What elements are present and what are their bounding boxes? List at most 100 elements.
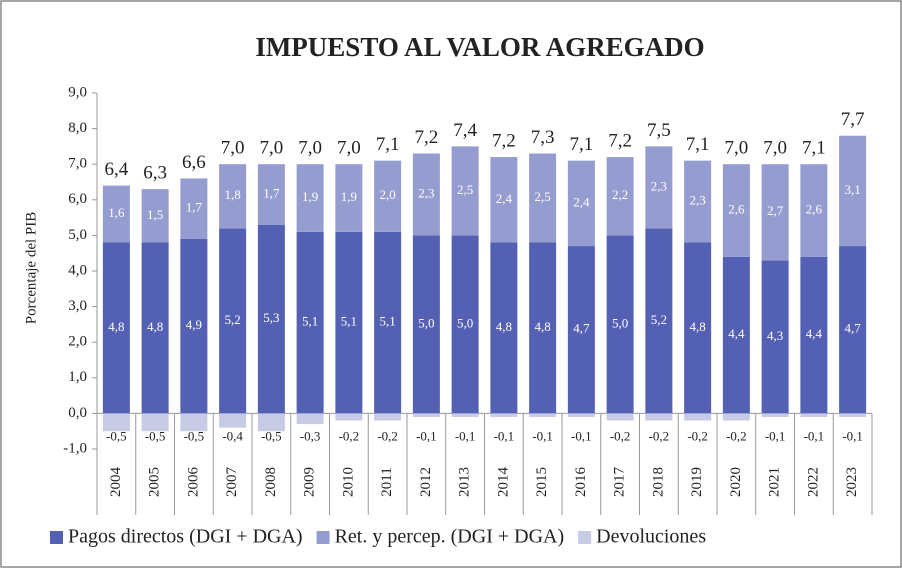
data-label: 4,3	[767, 328, 783, 343]
bar-segment	[412, 413, 440, 417]
bar-segment	[102, 185, 130, 243]
data-label: 2,6	[728, 201, 745, 216]
bar-segment	[180, 178, 208, 239]
y-tick-label: 6,0	[68, 191, 87, 207]
x-tick-label: 2021	[767, 467, 783, 497]
total-label: 7,0	[221, 138, 245, 159]
bar-segment	[684, 242, 712, 414]
data-label: 4,7	[845, 321, 862, 336]
bar-segment	[684, 413, 712, 421]
bar-segment	[451, 146, 479, 236]
data-label: 1,6	[108, 205, 125, 220]
x-tick-label: 2018	[650, 467, 666, 497]
bar-segment	[257, 164, 285, 225]
data-label: 1,7	[186, 200, 203, 215]
data-label: -0,1	[455, 428, 476, 443]
data-label: 5,1	[302, 314, 318, 329]
total-label: 7,3	[531, 127, 555, 148]
data-label: 1,8	[225, 187, 241, 202]
data-label: 1,9	[302, 189, 318, 204]
bar-segment	[567, 160, 595, 247]
data-label: -0,5	[106, 428, 127, 443]
bar-segment	[257, 413, 285, 432]
bar-segment	[180, 238, 208, 414]
x-tick-label: 2017	[612, 467, 628, 498]
legend-label: Ret. y percep. (DGI + DGA)	[335, 526, 565, 548]
x-tick-label: 2019	[689, 467, 705, 497]
bar-segment	[451, 235, 479, 414]
bar-segment	[839, 246, 867, 414]
bar-segment	[800, 164, 828, 257]
y-tick-label: -1,0	[63, 440, 87, 456]
total-label: 7,0	[337, 138, 361, 159]
data-label: -0,5	[261, 428, 282, 443]
x-tick-label: 2013	[457, 467, 473, 497]
bar-segment	[141, 413, 169, 432]
data-label: -0,1	[804, 428, 825, 443]
total-label: 7,2	[415, 127, 439, 148]
y-tick-label: 4,0	[68, 262, 87, 278]
y-tick-label: 9,0	[68, 84, 87, 100]
data-label: -0,1	[416, 428, 437, 443]
x-tick-label: 2011	[379, 467, 395, 496]
bar-segment	[296, 231, 324, 414]
x-tick-label: 2023	[844, 467, 860, 497]
legend-swatch	[50, 531, 63, 544]
chart-title: IMPUESTO AL VALOR AGREGADO	[255, 32, 704, 62]
total-label: 7,2	[492, 130, 516, 151]
data-label: 2,7	[767, 203, 784, 218]
data-label: 2,4	[573, 194, 590, 209]
x-tick-label: 2022	[805, 467, 821, 497]
total-label: 7,2	[608, 130, 632, 151]
data-label: -0,1	[571, 428, 592, 443]
data-label: 4,9	[186, 317, 202, 332]
data-label: 5,0	[457, 315, 473, 330]
bar-segment	[761, 164, 789, 261]
bar-segment	[180, 413, 208, 432]
data-label: 1,9	[341, 189, 357, 204]
y-tick-label: 3,0	[68, 298, 87, 314]
data-label: 2,3	[651, 178, 667, 193]
bar-segment	[761, 413, 789, 417]
bar-segment	[219, 164, 247, 229]
bar-segment	[141, 189, 169, 243]
total-label: 7,1	[570, 134, 594, 155]
bar-segment	[296, 164, 324, 232]
x-tick-label: 2004	[108, 467, 124, 498]
data-label: 4,8	[690, 319, 706, 334]
data-label: -0,2	[726, 428, 747, 443]
x-tick-label: 2015	[534, 467, 550, 497]
x-tick-label: 2014	[495, 467, 511, 498]
bar-segment	[451, 413, 479, 417]
y-tick-label: 1,0	[68, 369, 87, 385]
data-label: 2,5	[535, 189, 551, 204]
bar-segment	[722, 164, 750, 257]
data-label: -0,1	[532, 428, 553, 443]
data-label: -0,2	[339, 428, 360, 443]
bar-segment	[102, 242, 130, 414]
bar-segment	[490, 157, 518, 243]
data-label: -0,2	[687, 428, 708, 443]
data-label: -0,2	[649, 428, 670, 443]
bar-segment	[645, 413, 673, 421]
total-label: 7,0	[260, 138, 284, 159]
data-label: 5,2	[651, 312, 667, 327]
bar-segment	[412, 153, 440, 236]
data-label: -0,3	[300, 428, 321, 443]
y-tick-label: 7,0	[68, 156, 87, 172]
bar-segment	[839, 413, 867, 417]
bar-segment	[606, 157, 634, 236]
bar-segment	[296, 413, 324, 425]
bar-segment	[335, 231, 363, 414]
bar-segment	[645, 228, 673, 414]
bar-segment	[335, 164, 363, 232]
data-label: 2,2	[612, 187, 628, 202]
total-label: 7,1	[802, 138, 826, 159]
total-label: 6,3	[143, 162, 167, 183]
bar-segment	[102, 413, 130, 432]
data-label: 4,8	[147, 319, 163, 334]
x-tick-label: 2020	[728, 467, 744, 497]
legend-swatch	[578, 531, 592, 544]
total-label: 7,0	[298, 138, 322, 159]
